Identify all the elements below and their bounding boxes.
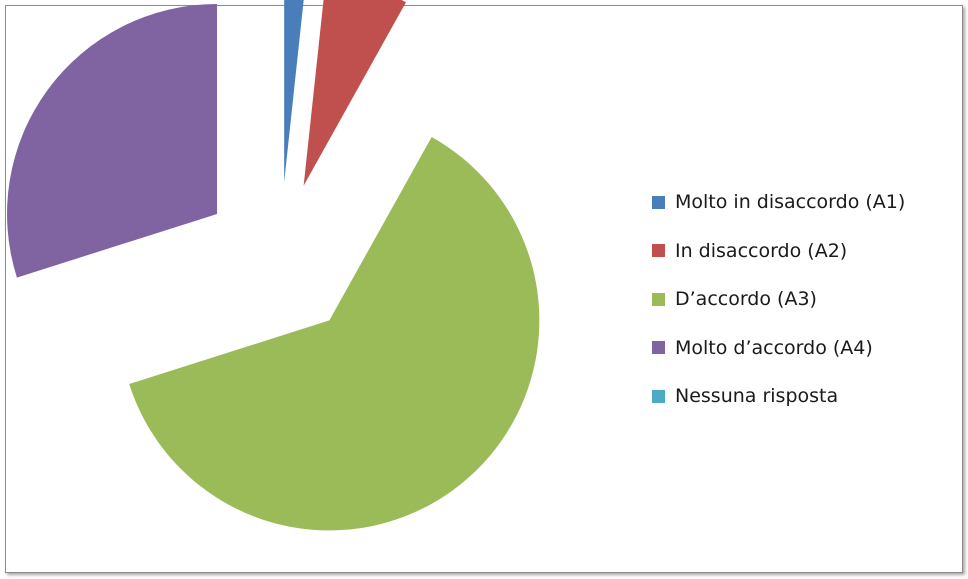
legend-item-no-answer: Nessuna risposta bbox=[652, 372, 952, 421]
legend-label-no-answer: Nessuna risposta bbox=[675, 385, 839, 408]
legend-item-a1: Molto in disaccordo (A1) bbox=[652, 178, 952, 227]
legend-item-a3: D’accordo (A3) bbox=[652, 275, 952, 324]
legend-label-a3: D’accordo (A3) bbox=[675, 288, 817, 311]
legend-swatch-no-answer bbox=[652, 389, 665, 403]
pie-slice-a1 bbox=[284, 0, 304, 183]
legend-item-a4: Molto d’accordo (A4) bbox=[652, 324, 952, 373]
legend-swatch-a3 bbox=[652, 292, 665, 306]
legend-swatch-a4 bbox=[652, 341, 665, 355]
legend-label-a2: In disaccordo (A2) bbox=[675, 239, 848, 262]
pie-slice-a3 bbox=[129, 137, 540, 531]
pie-slice-a4 bbox=[7, 3, 218, 278]
chart-legend: Molto in disaccordo (A1) In disaccordo (… bbox=[652, 178, 952, 421]
legend-label-a4: Molto d’accordo (A4) bbox=[675, 336, 873, 359]
legend-swatch-a2 bbox=[652, 244, 665, 258]
legend-item-a2: In disaccordo (A2) bbox=[652, 227, 952, 276]
legend-swatch-a1 bbox=[652, 195, 665, 209]
legend-label-a1: Molto in disaccordo (A1) bbox=[675, 191, 906, 214]
pie-slice-a2 bbox=[303, 0, 406, 186]
